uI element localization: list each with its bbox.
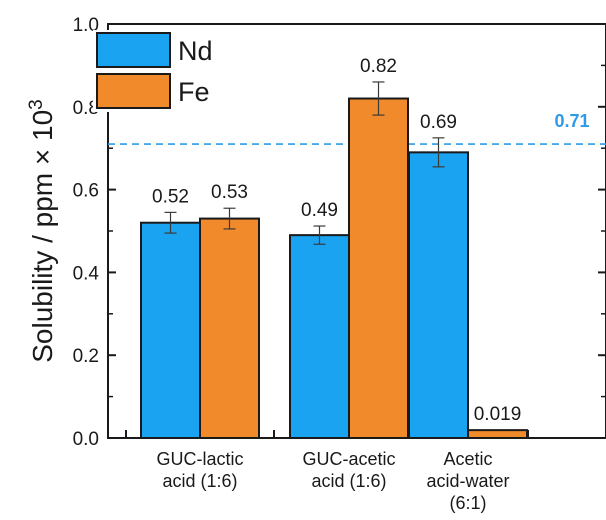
x-category-label-line: GUC-acetic [302, 449, 395, 469]
y-tick-label: 0.0 [73, 429, 99, 450]
value-label-fe-0: 0.53 [211, 182, 248, 203]
x-category-label-line: (6:1) [449, 493, 486, 513]
x-category-label-2: Acetic acid-water (6:1) [426, 449, 509, 513]
y-tick-label: 0.6 [73, 181, 99, 202]
x-category-label-line: GUC-lactic [156, 449, 243, 469]
bar-nd-1 [289, 234, 350, 439]
reference-line-label: 0.71 [554, 111, 589, 131]
value-label-fe-2: 0.019 [474, 404, 522, 425]
y-tick-label: 0.8 [73, 98, 99, 119]
legend-label-nd: Nd [178, 36, 213, 66]
bar-fe-0 [199, 217, 260, 439]
reference-line-layer: 0.71 [108, 111, 606, 145]
value-label-nd-1: 0.49 [301, 200, 338, 221]
x-category-label-line: acid (1:6) [311, 471, 386, 491]
y-tick-label: 1.0 [73, 15, 99, 36]
value-label-nd-2: 0.69 [420, 112, 457, 133]
x-category-label-line: acid-water [426, 471, 509, 491]
value-label-nd-0: 0.52 [152, 186, 189, 207]
legend-label-fe: Fe [178, 77, 210, 107]
y-axis-label: Solubility / ppm × 103 [26, 99, 59, 363]
x-category-label-line: Acetic [443, 449, 492, 469]
y-tick-label: 0.2 [73, 346, 99, 367]
value-label-fe-1: 0.82 [360, 56, 397, 77]
bars-layer: 0.52 0.53 0.49 0.82 0.69 0.019 [140, 56, 528, 440]
legend-swatch-fe [96, 73, 171, 109]
y-axis-label-exponent: 3 [26, 99, 47, 110]
bar-fe-2 [467, 429, 528, 440]
y-axis-label-text: Solubility / ppm × 10 [27, 110, 58, 363]
legend-swatch-nd [96, 32, 171, 68]
x-category-label-0: GUC-lactic acid (1:6) [156, 449, 243, 491]
y-tick-label: 0.4 [73, 263, 100, 284]
x-category-label-1: GUC-acetic acid (1:6) [302, 449, 395, 491]
x-category-label-line: acid (1:6) [162, 471, 237, 491]
bar-fe-1 [348, 97, 409, 440]
bar-nd-0 [140, 221, 201, 439]
bar-nd-2 [408, 151, 469, 439]
legend: Nd Fe [93, 30, 217, 112]
